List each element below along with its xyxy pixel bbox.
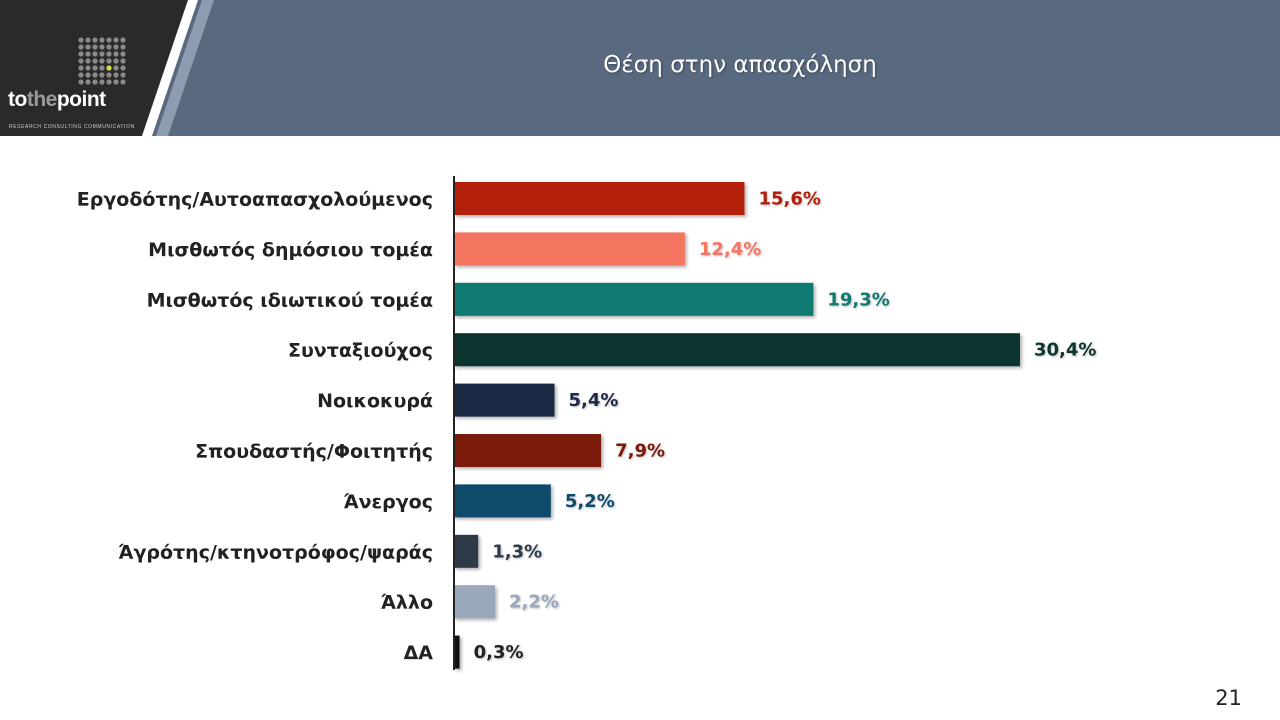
logo-dot bbox=[113, 58, 119, 64]
logo-dot bbox=[120, 44, 126, 50]
category-label: ΔΑ bbox=[404, 642, 434, 664]
value-label: 19,3% bbox=[827, 289, 889, 310]
logo-dot bbox=[120, 37, 126, 43]
logo-dot bbox=[106, 79, 112, 85]
logo-dot bbox=[85, 37, 91, 43]
category-label: Άλλο bbox=[381, 592, 433, 614]
logo-dot bbox=[99, 58, 105, 64]
bar bbox=[454, 585, 495, 619]
logo-dot bbox=[99, 37, 105, 43]
logo-dot bbox=[113, 51, 119, 57]
logo-dot bbox=[99, 65, 105, 71]
logo-dot bbox=[113, 65, 119, 71]
logo-dot bbox=[106, 44, 112, 50]
logo-dot bbox=[85, 44, 91, 50]
white-divider-stripe bbox=[142, 0, 198, 136]
value-label: 5,2% bbox=[565, 491, 615, 512]
logo-dot bbox=[85, 79, 91, 85]
header-background bbox=[0, 0, 1280, 136]
logo-dot bbox=[92, 37, 98, 43]
value-label: 2,2% bbox=[509, 592, 559, 613]
logo-dot bbox=[85, 51, 91, 57]
logo-wordmark: tothepoint bbox=[8, 88, 106, 112]
logo-dot bbox=[99, 79, 105, 85]
category-label: Συνταξιούχος bbox=[288, 340, 433, 362]
logo-dot bbox=[113, 44, 119, 50]
logo-dot bbox=[78, 44, 84, 50]
category-label: Σπουδαστής/Φοιτητής bbox=[195, 441, 433, 463]
logo-dot bbox=[78, 79, 84, 85]
logo-dot bbox=[106, 72, 112, 78]
bar bbox=[454, 484, 551, 518]
bar bbox=[454, 434, 602, 467]
banner-fill bbox=[0, 0, 1280, 136]
bar bbox=[454, 383, 555, 417]
logo-dot bbox=[120, 58, 126, 64]
logo-dot bbox=[120, 79, 126, 85]
bar bbox=[454, 333, 1020, 367]
logo-dot bbox=[120, 72, 126, 78]
logo-dot bbox=[78, 58, 84, 64]
logo-dot-accent bbox=[106, 65, 112, 71]
logo-dot bbox=[113, 79, 119, 85]
logo-dot-grid-icon bbox=[78, 37, 126, 85]
bar bbox=[454, 232, 685, 266]
logo-dot bbox=[78, 51, 84, 57]
logo-dot bbox=[85, 72, 91, 78]
logo-dot bbox=[120, 51, 126, 57]
logo-text-accent: the bbox=[26, 88, 58, 111]
category-labels: Εργοδότης/Αυτοαπασχολούμενος Μισθωτός δημ… bbox=[77, 189, 434, 665]
value-label: 7,9% bbox=[615, 441, 665, 462]
bar bbox=[454, 282, 814, 316]
logo-dot bbox=[99, 44, 105, 50]
logo-dot bbox=[113, 72, 119, 78]
logo-dot bbox=[78, 72, 84, 78]
value-label: 15,6% bbox=[758, 189, 820, 210]
category-label: Άνεργος bbox=[343, 491, 433, 513]
category-label: Εργοδότης/Αυτοαπασχολούμενος bbox=[77, 189, 433, 211]
logo-dot bbox=[92, 51, 98, 57]
logo-dot bbox=[85, 58, 91, 64]
category-label: Μισθωτός δημόσιου τομέα bbox=[148, 239, 433, 261]
bar-group bbox=[454, 182, 1020, 669]
logo-dot bbox=[92, 79, 98, 85]
bar bbox=[454, 182, 745, 215]
logo-text-prefix: to bbox=[8, 88, 27, 111]
logo-tagline: RESEARCH CONSULTING COMMUNICATION bbox=[9, 124, 135, 130]
value-label: 0,3% bbox=[474, 642, 524, 663]
logo-dot bbox=[99, 72, 105, 78]
logo-dot bbox=[106, 37, 112, 43]
logo-dot bbox=[85, 65, 91, 71]
value-label: 30,4% bbox=[1034, 340, 1096, 361]
logo-dot bbox=[99, 51, 105, 57]
value-label: 5,4% bbox=[569, 390, 619, 411]
grey-divider-stripe bbox=[156, 0, 214, 136]
logo-dot bbox=[106, 51, 112, 57]
page-number: 21 bbox=[1215, 686, 1242, 710]
category-label: Νοικοκυρά bbox=[317, 390, 433, 412]
logo-dot bbox=[92, 44, 98, 50]
category-label: Μισθωτός ιδιωτικού τομέα bbox=[147, 289, 433, 311]
bar bbox=[454, 635, 460, 669]
logo-dot bbox=[78, 65, 84, 71]
logo-text-suffix: point bbox=[56, 88, 106, 111]
logo-dot bbox=[92, 65, 98, 71]
value-label: 12,4% bbox=[699, 239, 761, 260]
value-label: 1,3% bbox=[492, 541, 542, 562]
bar bbox=[454, 534, 479, 568]
logo-dot bbox=[92, 58, 98, 64]
logo-dot bbox=[120, 65, 126, 71]
header-banner: tothepoint RESEARCH CONSULTING COMMUNICA… bbox=[0, 0, 1280, 136]
category-label: Άγρότης/κτηνοτρόφος/ψαράς bbox=[118, 541, 433, 563]
value-labels: 15,6% 12,4% 19,3% 30,4% 5,4% 7,9% 5,2% 1,3% 2,2%… bbox=[474, 189, 1097, 664]
logo-dot bbox=[78, 37, 84, 43]
page-title: Θέση στην απασχόληση bbox=[603, 52, 877, 78]
logo-dot bbox=[92, 72, 98, 78]
logo-dot bbox=[106, 58, 112, 64]
bar-chart: Εργοδότης/Αυτοαπασχολούμενος Μισθωτός δημ… bbox=[77, 176, 1097, 670]
logo-dot bbox=[113, 37, 119, 43]
